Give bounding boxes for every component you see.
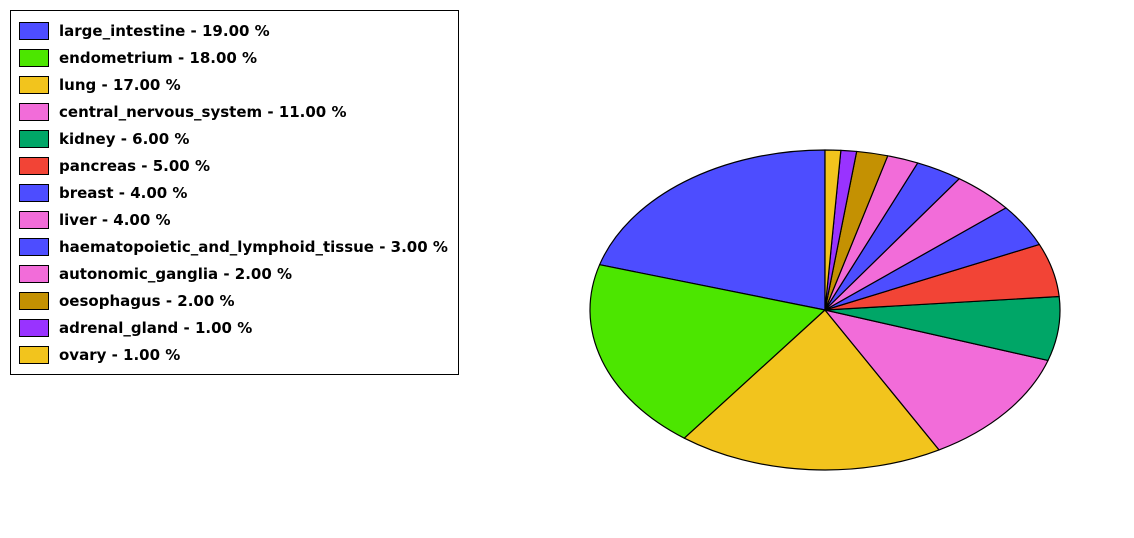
legend-swatch bbox=[19, 292, 49, 310]
legend-box: large_intestine - 19.00 % endometrium - 1… bbox=[10, 10, 459, 375]
legend-swatch bbox=[19, 157, 49, 175]
legend-row: haematopoietic_and_lymphoid_tissue - 3.0… bbox=[19, 233, 448, 260]
legend-row: endometrium - 18.00 % bbox=[19, 44, 448, 71]
legend-row: liver - 4.00 % bbox=[19, 206, 448, 233]
legend-swatch bbox=[19, 265, 49, 283]
legend-row: breast - 4.00 % bbox=[19, 179, 448, 206]
legend-label: central_nervous_system - 11.00 % bbox=[59, 103, 347, 121]
legend-label: oesophagus - 2.00 % bbox=[59, 292, 235, 310]
legend-label: lung - 17.00 % bbox=[59, 76, 181, 94]
legend-row: lung - 17.00 % bbox=[19, 71, 448, 98]
legend-swatch bbox=[19, 103, 49, 121]
legend-label: liver - 4.00 % bbox=[59, 211, 171, 229]
legend-swatch bbox=[19, 22, 49, 40]
legend-label: large_intestine - 19.00 % bbox=[59, 22, 270, 40]
legend-row: ovary - 1.00 % bbox=[19, 341, 448, 368]
legend-label: adrenal_gland - 1.00 % bbox=[59, 319, 252, 337]
legend-swatch bbox=[19, 211, 49, 229]
legend-label: haematopoietic_and_lymphoid_tissue - 3.0… bbox=[59, 238, 448, 256]
legend-swatch bbox=[19, 238, 49, 256]
legend-swatch bbox=[19, 49, 49, 67]
legend-row: kidney - 6.00 % bbox=[19, 125, 448, 152]
legend-label: autonomic_ganglia - 2.00 % bbox=[59, 265, 292, 283]
legend-label: endometrium - 18.00 % bbox=[59, 49, 257, 67]
legend-row: large_intestine - 19.00 % bbox=[19, 17, 448, 44]
legend-label: pancreas - 5.00 % bbox=[59, 157, 210, 175]
legend-row: pancreas - 5.00 % bbox=[19, 152, 448, 179]
legend-swatch bbox=[19, 76, 49, 94]
legend-row: adrenal_gland - 1.00 % bbox=[19, 314, 448, 341]
legend-row: central_nervous_system - 11.00 % bbox=[19, 98, 448, 125]
pie-chart bbox=[586, 146, 1064, 474]
legend-swatch bbox=[19, 319, 49, 337]
legend-row: autonomic_ganglia - 2.00 % bbox=[19, 260, 448, 287]
legend-row: oesophagus - 2.00 % bbox=[19, 287, 448, 314]
legend-label: ovary - 1.00 % bbox=[59, 346, 180, 364]
legend-swatch bbox=[19, 346, 49, 364]
legend-label: kidney - 6.00 % bbox=[59, 130, 189, 148]
legend-label: breast - 4.00 % bbox=[59, 184, 187, 202]
legend-swatch bbox=[19, 130, 49, 148]
legend-swatch bbox=[19, 184, 49, 202]
